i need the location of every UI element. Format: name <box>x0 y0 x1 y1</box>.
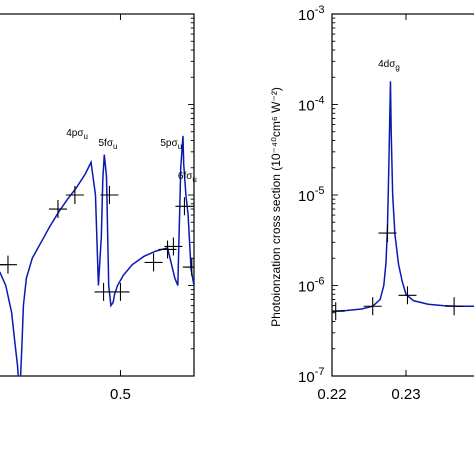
left-annotation: 5pσu <box>160 138 182 151</box>
left-data-point <box>175 197 194 216</box>
left-chart-panel: 0.5 4pσu 5fσu 5pσu 6fσu <box>0 13 197 403</box>
left-annotation: 6fσu <box>178 171 197 184</box>
left-annotation: 5fσu <box>98 138 117 151</box>
left-data-point <box>94 282 113 301</box>
right-ytick-label: 10-3 <box>298 4 324 24</box>
left-data-point <box>65 186 84 204</box>
right-ytick-label: 10-5 <box>298 185 324 205</box>
right-ytick-label: 10-7 <box>298 366 324 386</box>
right-data-point <box>363 297 382 316</box>
right-ytick-label: 10-6 <box>298 276 324 296</box>
left-data-point <box>48 200 67 219</box>
left-data-point <box>185 258 194 277</box>
right-markers <box>332 224 464 321</box>
left-data-point <box>100 186 119 204</box>
right-data-point <box>445 297 464 316</box>
left-data-point <box>0 255 17 274</box>
right-annotation: 4dσg <box>378 59 400 72</box>
left-data-point <box>164 237 183 256</box>
right-axes-frame <box>331 13 474 377</box>
right-xtick-label: 0.23 <box>391 386 420 403</box>
right-y-axis-label: Photoionzation cross section (10⁻⁴⁰cm⁶ W… <box>269 87 283 327</box>
right-data-point <box>378 224 397 243</box>
left-markers <box>0 186 194 301</box>
left-xtick-label: 0.5 <box>110 386 131 403</box>
left-series-line <box>0 135 194 376</box>
left-annotation: 4pσu <box>66 128 88 141</box>
left-data-point <box>144 253 163 272</box>
right-ytick-label: 10-4 <box>298 95 324 115</box>
right-chart-panel: 0.22 0.23 10-7 10-6 10-5 10-4 10-3 Photoionzati… <box>269 4 474 403</box>
right-data-point <box>398 286 417 305</box>
right-series-line <box>332 81 474 312</box>
left-axes-frame <box>0 13 195 377</box>
left-data-point <box>111 282 130 301</box>
right-data-point <box>332 302 345 321</box>
right-xtick-label: 0.22 <box>317 386 346 403</box>
